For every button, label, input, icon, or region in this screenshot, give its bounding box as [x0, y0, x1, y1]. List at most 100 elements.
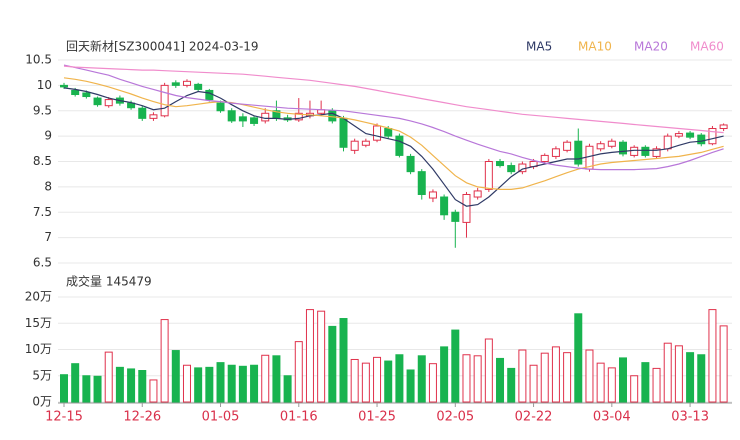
candle-body: [205, 89, 214, 101]
candle-body: [339, 117, 348, 148]
volume-bar: [507, 367, 516, 403]
volume-bar: [574, 313, 583, 403]
candle-body: [238, 116, 247, 122]
legend-label: MA10: [578, 40, 612, 54]
volume-bar: [473, 355, 482, 403]
candle-body: [540, 154, 549, 163]
volume-bar: [417, 355, 426, 403]
volume-bar: [619, 357, 627, 403]
candle-body: [60, 84, 68, 88]
candle-body: [630, 146, 639, 156]
candle-body: [406, 155, 415, 173]
volume-bar: [250, 364, 259, 403]
volume-bar: [484, 338, 493, 403]
candle-body: [574, 140, 583, 165]
x-tick-label: 01-16: [280, 410, 318, 425]
candle-body: [652, 148, 661, 157]
volume-bar: [529, 364, 538, 403]
candle-body: [350, 140, 359, 151]
volume-bar: [641, 362, 650, 403]
candle-body: [596, 143, 605, 150]
candle-body: [484, 161, 493, 190]
candle-body: [428, 191, 437, 199]
candle-body: [507, 165, 516, 173]
candle-body: [440, 196, 449, 216]
volume-bar: [328, 325, 337, 403]
candle-body: [451, 211, 460, 222]
volume-bar: [283, 375, 292, 403]
candle-body: [607, 140, 616, 147]
candle-body: [71, 89, 80, 96]
volume-bar: [93, 375, 102, 403]
volume-bar: [663, 342, 672, 403]
candle-body: [686, 132, 695, 138]
volume-bar: [395, 354, 404, 403]
volume-bar: [115, 366, 124, 403]
volume-bar: [305, 309, 314, 403]
candle-body: [261, 112, 270, 122]
candle-body: [619, 141, 627, 155]
candle-body: [697, 134, 706, 145]
candle-body: [384, 128, 393, 137]
volume-bar: [596, 362, 605, 403]
volume-bar: [551, 346, 560, 403]
volume-bar: [182, 364, 191, 403]
volume-bar: [518, 349, 527, 403]
candle-body: [551, 148, 560, 157]
legend-label: MA60: [690, 40, 724, 54]
volume-bar: [294, 341, 303, 403]
volume-bar: [272, 355, 281, 403]
candle-body: [373, 125, 382, 141]
volume-bar: [317, 310, 326, 403]
volume-bar: [686, 352, 695, 403]
candle-body: [182, 80, 191, 86]
y-tick-label: 0万: [32, 395, 52, 409]
y-tick-label: 20万: [25, 290, 52, 304]
volume-bar: [462, 354, 471, 403]
candle-body: [496, 161, 505, 167]
candle-body: [104, 99, 113, 107]
volume-bar: [138, 370, 147, 403]
candle-body: [171, 82, 180, 86]
volume-bar: [440, 346, 449, 403]
candle-body: [294, 112, 303, 121]
volume-bar: [406, 369, 415, 403]
candle-body: [719, 124, 728, 130]
volume-bar: [540, 352, 549, 403]
y-tick-label: 10: [37, 78, 52, 92]
candle-body: [674, 133, 683, 137]
candle-body: [227, 110, 236, 122]
y-tick-label: 5万: [32, 368, 52, 382]
ma-line: [63, 64, 724, 171]
volume-bar: [451, 329, 460, 403]
y-tick-label: 9: [44, 129, 52, 143]
volume-bar: [339, 318, 348, 403]
legend-label: MA20: [634, 40, 668, 54]
candle-body: [216, 102, 225, 112]
ma-line: [63, 87, 724, 207]
volume-bar: [428, 363, 437, 403]
volume-bar: [60, 374, 68, 403]
volume-bar: [719, 325, 728, 403]
candle-body: [417, 171, 426, 195]
candle-body: [93, 97, 102, 106]
ma-line: [63, 65, 724, 134]
volume-bar: [674, 345, 683, 403]
y-tick-label: 10.5: [25, 53, 52, 67]
volume-bar: [104, 351, 113, 403]
candle-body: [708, 128, 717, 145]
x-tick-label: 01-25: [358, 410, 396, 425]
volume-bar: [238, 365, 247, 403]
candle-body: [563, 141, 572, 151]
y-tick-label: 8: [44, 179, 52, 193]
candle-body: [361, 140, 370, 146]
volume-bar: [160, 319, 169, 403]
y-tick-label: 15万: [25, 316, 52, 330]
volume-bar: [652, 367, 661, 403]
candle-body: [82, 92, 91, 98]
volume-bar: [708, 309, 717, 403]
x-tick-label: 02-22: [515, 410, 553, 425]
volume-bar: [697, 354, 706, 403]
volume-bar: [82, 375, 91, 403]
x-tick-label: 12-26: [123, 410, 161, 425]
